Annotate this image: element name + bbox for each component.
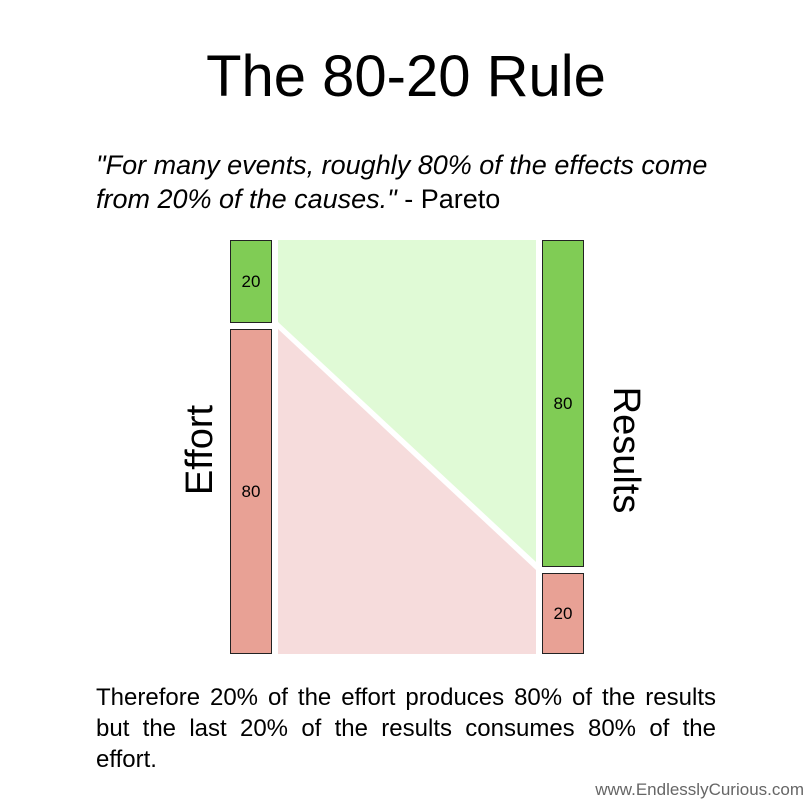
effort-bar-80: 80 — [230, 329, 272, 654]
green-flow — [278, 240, 536, 562]
conclusion-text: Therefore 20% of the effort produces 80%… — [96, 684, 716, 773]
quote-attribution: - Pareto — [396, 184, 501, 214]
results-axis-label: Results — [605, 386, 647, 514]
bar-value: 80 — [553, 393, 573, 413]
effort-bar-20: 20 — [230, 240, 272, 323]
results-bar-80: 80 — [542, 240, 584, 567]
flow-diagram — [278, 240, 536, 654]
quote-text: "For many events, roughly 80% of the eff… — [96, 150, 708, 214]
effort-axis-label: Effort — [179, 404, 221, 496]
page-title: The 80-20 Rule — [206, 44, 606, 109]
bar-value: 20 — [241, 271, 261, 291]
bar-value: 80 — [241, 481, 261, 501]
watermark-link: www.EndlesslyCurious.com — [595, 780, 804, 799]
bar-value: 20 — [553, 603, 573, 623]
pink-flow — [278, 329, 536, 654]
pareto-quote: "For many events, roughly 80% of the eff… — [96, 148, 736, 216]
results-bar-20: 20 — [542, 573, 584, 654]
